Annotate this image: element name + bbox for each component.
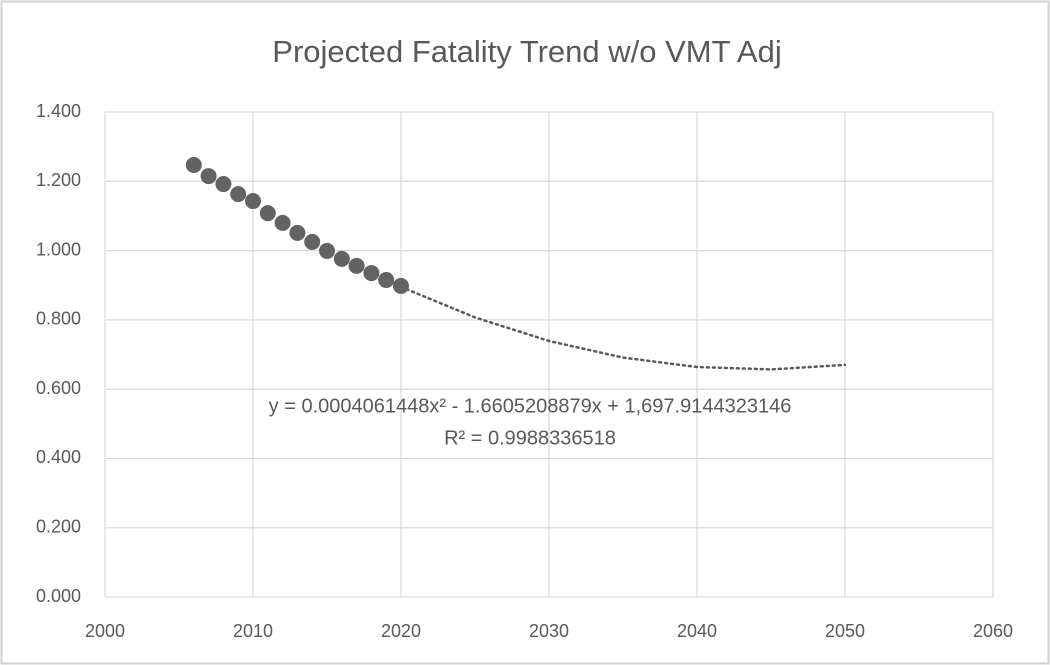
trend-equation: y = 0.0004061448x² - 1.6605208879x + 1,6… [269, 395, 792, 417]
r-squared: R² = 0.9988336518 [444, 427, 616, 449]
data-point [363, 265, 380, 282]
x-tick-label: 2050 [825, 621, 865, 641]
chart-title: Projected Fatality Trend w/o VMT Adj [272, 34, 781, 69]
y-tick-label: 1.000 [36, 239, 81, 259]
x-tick-label: 2000 [85, 621, 125, 641]
x-tick-label: 2040 [677, 621, 717, 641]
data-point [230, 186, 247, 203]
data-point [274, 214, 291, 231]
data-point [200, 168, 217, 185]
data-point [245, 193, 261, 210]
data-point [185, 157, 202, 174]
y-tick-label: 0.000 [36, 586, 81, 606]
data-point [259, 205, 276, 222]
y-tick-label: 1.200 [36, 170, 81, 190]
x-tick-label: 2030 [529, 621, 569, 641]
x-tick-label: 2010 [233, 621, 273, 641]
data-point [319, 242, 335, 259]
y-tick-label: 0.200 [36, 516, 81, 536]
data-point [289, 224, 306, 241]
y-tick-label: 1.400 [36, 101, 81, 121]
y-tick-label: 0.800 [36, 309, 81, 329]
data-point [378, 272, 395, 289]
data-point [393, 277, 409, 294]
data-point [215, 176, 232, 193]
trendline [399, 285, 847, 371]
y-tick-label: 0.600 [36, 378, 81, 398]
x-tick-label: 2020 [381, 621, 421, 641]
data-point [348, 257, 365, 274]
data-point [333, 250, 350, 267]
data-point [304, 233, 321, 250]
x-tick-label: 2060 [973, 621, 1013, 641]
y-tick-label: 0.400 [36, 447, 81, 467]
